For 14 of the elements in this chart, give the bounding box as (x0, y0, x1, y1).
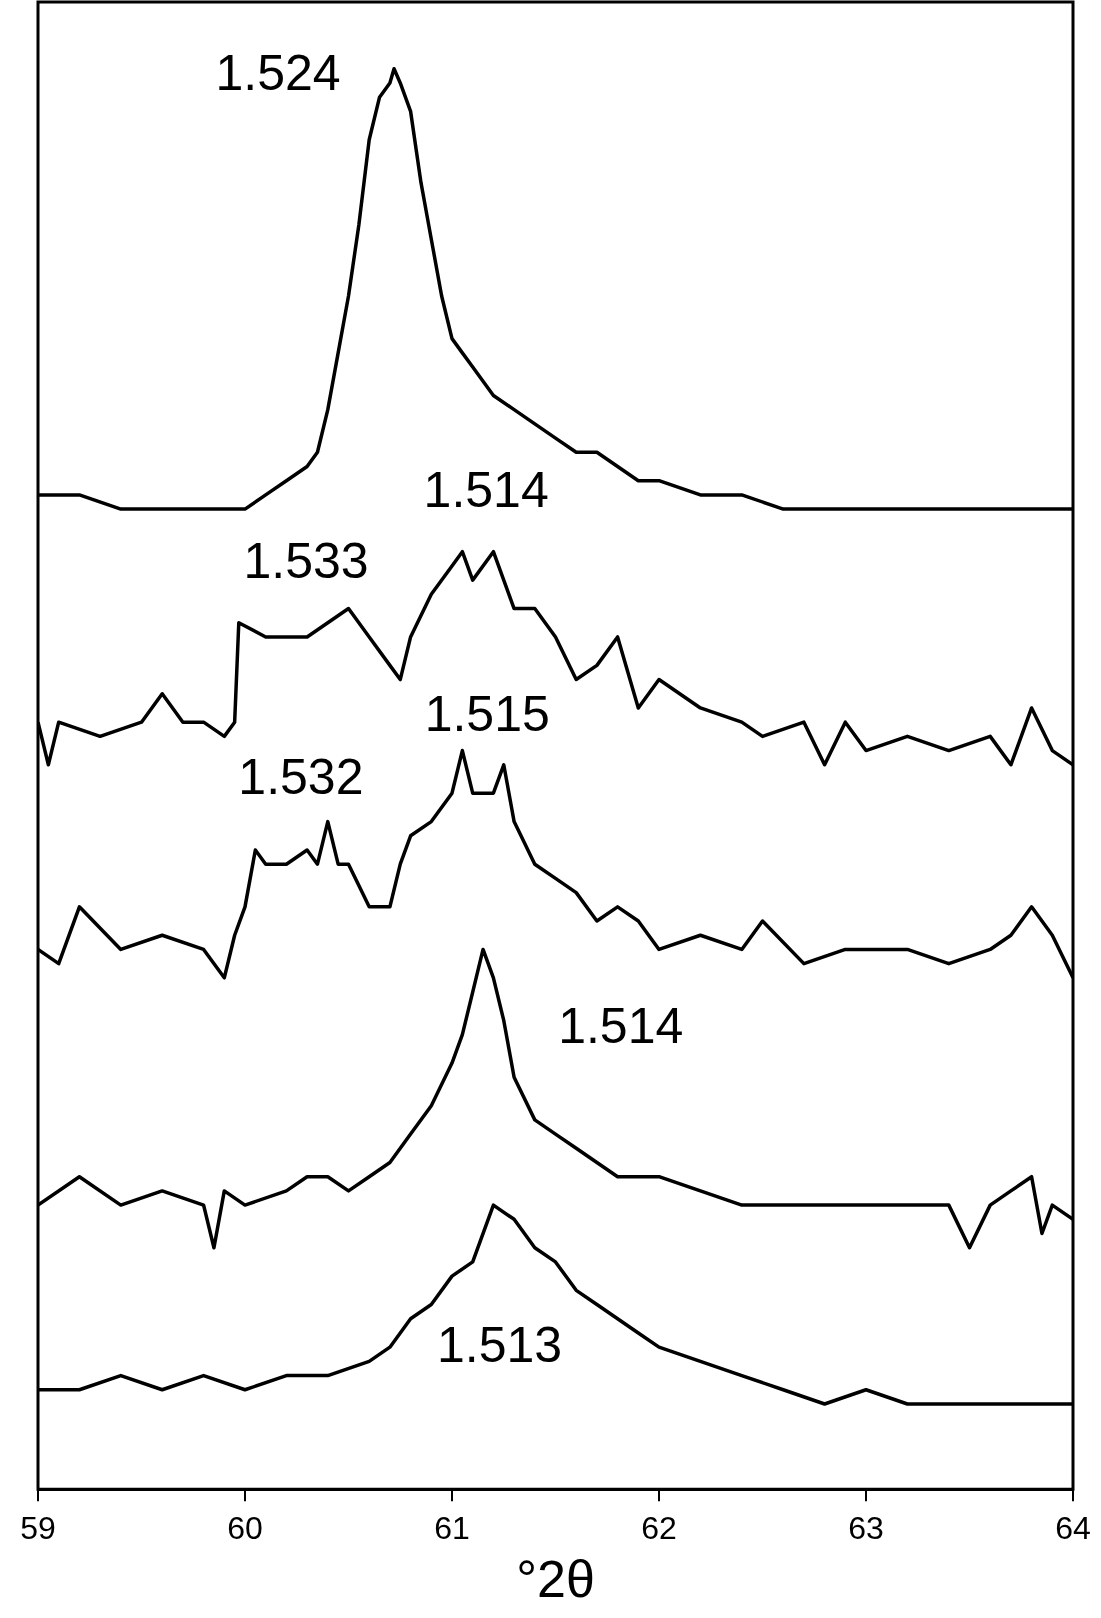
annotation: 1.524 (215, 45, 341, 102)
x-tick-label: 60 (227, 1510, 263, 1547)
x-tick-label: 59 (20, 1510, 56, 1547)
annotation: 1.515 (424, 686, 550, 743)
annotation: 1.513 (437, 1316, 563, 1373)
x-tick-label: 63 (848, 1510, 884, 1547)
x-tick-label: 61 (434, 1510, 470, 1547)
x-axis-title: °2θ (516, 1550, 595, 1609)
x-tick-label: 62 (641, 1510, 677, 1547)
annotation: 1.514 (558, 998, 684, 1055)
annotation: 1.514 (423, 461, 549, 518)
annotation: 1.532 (238, 748, 364, 805)
annotation: 1.533 (243, 532, 369, 589)
x-tick-label: 64 (1055, 1510, 1091, 1547)
